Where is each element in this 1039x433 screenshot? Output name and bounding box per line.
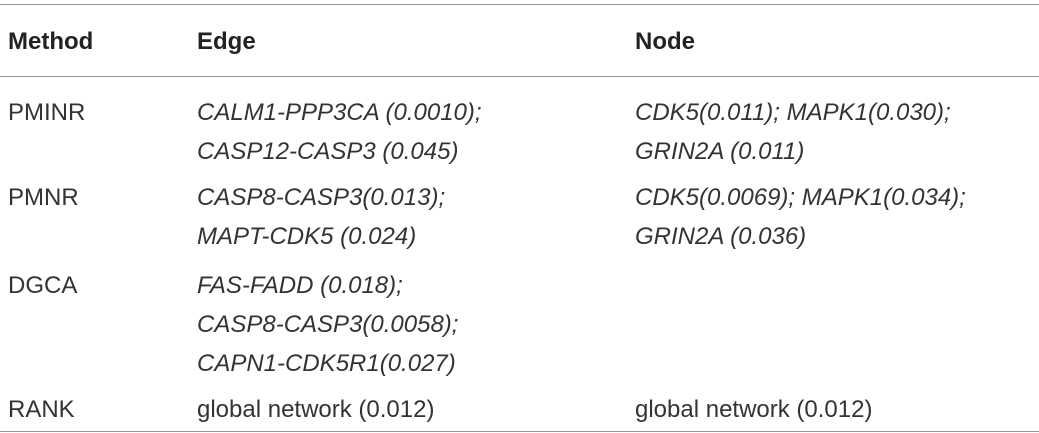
method-cell: PMINR [8, 99, 86, 126]
node-line: CDK5(0.0069); MAPK1(0.034); [635, 184, 966, 211]
node-line: GRIN2A (0.011) [635, 138, 805, 165]
edge-line: CAPN1-CDK5R1(0.027) [197, 350, 456, 377]
node-line: global network (0.012) [635, 396, 873, 423]
edge-line: MAPT-CDK5 (0.024) [197, 223, 417, 250]
node-line: GRIN2A (0.036) [635, 223, 807, 250]
header-rule [0, 76, 1039, 77]
header-cell: Method [8, 28, 94, 55]
method-cell: RANK [8, 396, 75, 423]
edge-line: CALM1-PPP3CA (0.0010); [197, 99, 482, 126]
method-cell: PMNR [8, 184, 79, 211]
node-line: CDK5(0.011); MAPK1(0.030); [635, 99, 951, 126]
bottom-rule [0, 431, 1039, 432]
edge-line: CASP8-CASP3(0.013); [197, 184, 446, 211]
edge-line: CASP8-CASP3(0.0058); [197, 311, 459, 338]
header-cell: Node [635, 28, 695, 55]
header-cell: Edge [197, 28, 256, 55]
edge-line: CASP12-CASP3 (0.045) [197, 138, 459, 165]
edge-line: global network (0.012) [197, 396, 435, 423]
edge-line: FAS-FADD (0.018); [197, 272, 403, 299]
top-rule [0, 4, 1039, 5]
method-cell: DGCA [8, 272, 78, 299]
